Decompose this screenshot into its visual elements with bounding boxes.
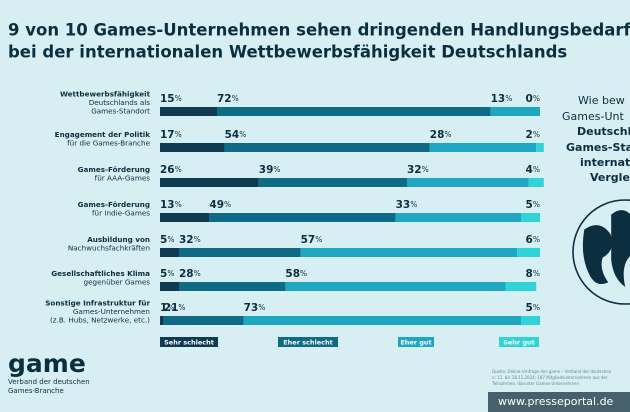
value-label: 0% [526,93,540,105]
bar-segment [521,213,540,222]
value-label: 33% [396,199,418,211]
value-label: 5% [160,268,174,280]
bar-segment [160,143,225,152]
value-label: 28% [430,129,452,141]
category-label: Engagement der Politik [55,130,151,139]
category-label: Wettbewerbsfähigkeit [60,90,151,99]
value-label: 6% [526,234,540,246]
bar-segment [536,143,544,152]
value-label: 15% [160,93,182,105]
legend-swatch [278,337,338,347]
source-note: n: 11. bis 18.11.2024; 187 Mitgliedsunte… [492,375,608,380]
legend-label: Eher schlecht [283,339,333,347]
bar-segment [395,213,521,222]
category-label: Nachwuchsfachkräften [68,243,150,252]
legend-label: Sehr gut [503,339,535,347]
value-label: 8% [526,268,540,280]
legend-swatch [398,337,434,347]
legend-label: Eher gut [400,339,431,347]
bar-segment [160,316,164,325]
side-text: Wie bew [578,94,625,107]
value-label: 32% [407,164,429,176]
value-label: 39% [259,164,281,176]
bar-segment [160,178,259,187]
category-label: Games-Förderung [78,165,150,174]
value-label: 26% [160,164,182,176]
logo: game [8,349,86,378]
watermark: www.presseportal.de [498,395,614,408]
category-label: (z.B. Hubs, Netzwerke, etc.) [50,316,150,325]
value-label: 21% [164,302,186,314]
category-label: Games-Standort [91,107,150,116]
globe-icon [572,199,630,305]
bar-segment [429,143,537,152]
value-label: 4% [526,164,540,176]
bar-segment [258,178,407,187]
value-label: 13% [491,93,513,105]
bar-segment [521,316,540,325]
chart-title: bei der internationalen Wettbewerbsfähig… [8,43,567,62]
value-label: 49% [209,199,231,211]
legend-label: Sehr schlecht [164,339,214,347]
bar-segment [209,213,396,222]
logo-subtitle: Games-Branche [8,387,64,395]
value-label: 1% [160,302,174,314]
logo-subtitle: Verband der deutschen [8,378,90,386]
side-text: Games-Sta [566,141,630,154]
source-note: Quelle: Online-Umfrage des game – Verban… [492,369,612,374]
value-label: 58% [285,268,307,280]
side-text: internat [580,156,630,169]
bar-segment [528,178,544,187]
value-label: 72% [217,93,239,105]
bar-segment [160,107,217,116]
bar-segment [179,248,301,257]
value-label: 32% [179,234,201,246]
value-label: 54% [225,129,247,141]
value-label: 5% [160,234,174,246]
side-text: Deutschl [577,125,630,138]
category-label: gegenüber Games [84,277,151,286]
value-label: 73% [244,302,266,314]
value-label: 17% [160,129,182,141]
category-label: Ausbildung von [87,235,150,244]
bar-segment [160,282,179,291]
bar-segment [179,282,286,291]
watermark-bg [488,392,630,412]
bar-segment [285,282,506,291]
category-label: für Indie-Games [92,208,150,217]
value-label: 2% [526,129,540,141]
bar-segment [163,316,244,325]
value-label: 13% [160,199,182,211]
value-label: 5% [526,302,540,314]
value-label: 57% [301,234,323,246]
bar-segment [490,107,540,116]
bar-segment [217,107,491,116]
legend-swatch [160,337,218,347]
category-label: Deutschlands als [89,98,151,107]
source-note: Teilnahmen, darunter Games-Unternehmen [491,381,579,386]
chart-title: 9 von 10 Games-Unternehmen sehen dringen… [8,21,630,40]
bar-segment [224,143,430,152]
bar-segment [407,178,529,187]
bar-segment [300,248,518,257]
value-label: 28% [179,268,201,280]
bar-segment [517,248,540,257]
bar-segment [160,213,210,222]
value-label: 5% [526,199,540,211]
side-text: Games-Unt [562,110,624,123]
side-text: Vergle [590,171,630,184]
category-label: für AAA-Games [95,173,151,182]
bar-segment [160,248,179,257]
bar-segment [243,316,521,325]
category-label: Gesellschaftliches Klima [51,269,150,278]
bar-segment [505,282,537,291]
category-label: Games-Unternehmen [73,307,150,316]
category-label: Sonstige Infrastruktur für [45,299,150,308]
category-label: Games-Förderung [78,200,150,209]
legend-swatch [499,337,539,347]
category-label: für die Games-Branche [67,138,150,147]
